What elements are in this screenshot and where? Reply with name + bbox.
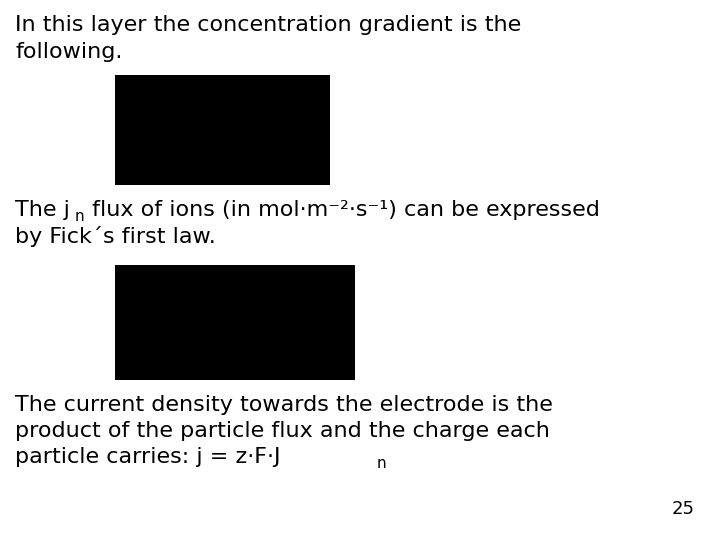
Text: product of the particle flux and the charge each: product of the particle flux and the cha… bbox=[15, 421, 550, 441]
Text: The current density towards the electrode is the: The current density towards the electrod… bbox=[15, 395, 553, 415]
Text: n: n bbox=[75, 209, 85, 224]
Text: flux of ions (in mol·m⁻²·s⁻¹) can be expressed: flux of ions (in mol·m⁻²·s⁻¹) can be exp… bbox=[85, 200, 600, 220]
Text: The j: The j bbox=[15, 200, 70, 220]
Text: 25: 25 bbox=[672, 500, 695, 518]
Bar bbox=[115, 75, 330, 185]
Text: by Fick´s first law.: by Fick´s first law. bbox=[15, 226, 216, 247]
Text: n: n bbox=[377, 456, 387, 471]
Text: particle carries: j = z·F·J: particle carries: j = z·F·J bbox=[15, 447, 281, 467]
Bar bbox=[115, 265, 355, 380]
Text: In this layer the concentration gradient is the
following.: In this layer the concentration gradient… bbox=[15, 15, 521, 62]
